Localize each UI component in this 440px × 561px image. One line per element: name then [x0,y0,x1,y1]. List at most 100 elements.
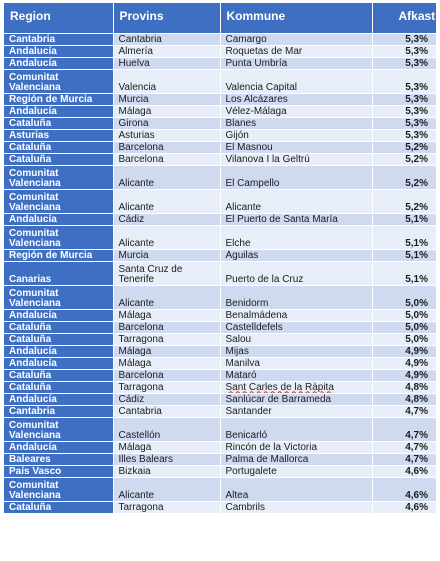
afkast-cell-text: 5,1% [405,237,428,249]
afkast-cell-text: 4,7% [405,441,428,453]
provins-cell: Alicante [113,224,221,249]
kommune-cell-text: Palma de Mallorca [225,453,309,465]
region-cell: Andalucía [4,440,114,453]
afkast-cell: 4,7% [372,452,436,465]
kommune-cell-text: Manilva [225,357,260,369]
provins-cell: Tarragona [113,332,221,345]
afkast-cell: 5,3% [372,44,436,57]
afkast-cell: 5,3% [372,68,436,93]
kommune-cell-text: Mataró [225,369,257,381]
region-cell: Cantabria [4,32,114,45]
provins-cell-text: Murcia [118,249,149,261]
afkast-cell-text: 5,3% [405,129,428,141]
kommune-cell: Punta Umbría [220,56,373,69]
table-row: Cantabria Cantabria Santander 4,7% [4,404,436,417]
table-row: Andalucía Málaga Vélez-Málaga 5,3% [4,104,436,117]
kommune-cell: Los Alcázares [220,92,373,105]
region-cell: Cataluña [4,116,114,129]
provins-cell-text: Tarragona [118,501,164,513]
header-row: Region Provins Kommune Afkast [4,3,436,33]
afkast-cell: 5,2% [372,152,436,165]
kommune-cell-text: Punta Umbría [225,57,288,69]
afkast-cell-text: 5,3% [405,81,428,93]
provins-cell-text: Cantabria [118,405,162,417]
provins-cell-text: Illes Balears [118,453,173,465]
kommune-cell: Sant Carles de la Ràpita [220,380,373,393]
table-row: Comunitat Valenciana Alicante Benidorm 5,0% [4,284,436,309]
region-cell-text: Baleares [9,453,51,465]
header-region: Region [4,3,114,33]
afkast-cell: 5,2% [372,140,436,153]
kommune-cell-text: El Campello [225,177,280,189]
table-body: Cantabria Cantabria Camargo 5,3% Andalucía Al… [4,32,436,513]
provins-cell-text: Cádiz [118,393,145,405]
table-header: Region Provins Kommune Afkast [4,3,436,33]
afkast-cell-text: 5,3% [405,105,428,117]
afkast-cell-text: 5,1% [405,273,428,285]
table-row: Andalucía Málaga Manilva 4,9% [4,356,436,369]
afkast-cell-text: 5,0% [405,333,428,345]
table-row: Canarias Santa Cruz de Tenerife Puerto de … [4,260,436,285]
region-cell-text: Cataluña [9,501,52,513]
region-cell-text: Canarias [9,273,52,285]
region-cell: Comunitat Valenciana [4,224,114,249]
region-cell-text: Región de Murcia [9,249,93,261]
kommune-cell: El Puerto de Santa María [220,212,373,225]
afkast-cell-text: 5,3% [405,117,428,129]
afkast-cell: 4,9% [372,368,436,381]
kommune-cell-text: Los Alcázares [225,93,288,105]
table-row: Andalucía Málaga Mijas 4,9% [4,344,436,357]
kommune-cell-text: Rincón de la Victoria [225,441,318,453]
kommune-cell: Castelldefels [220,320,373,333]
table-row: Comunitat Valenciana Alicante Altea 4,6% [4,476,436,501]
provins-cell-text: Barcelona [118,321,164,333]
afkast-cell-text: 5,3% [405,33,428,45]
kommune-cell: Puerto de la Cruz [220,260,373,285]
region-cell-text: Cataluña [9,321,52,333]
region-cell: Cataluña [4,140,114,153]
afkast-cell-text: 4,9% [405,345,428,357]
provins-cell-text: Alicante [118,177,155,189]
region-cell-text: Andalucía [9,213,57,225]
region-cell: Cataluña [4,332,114,345]
region-cell-text: Cataluña [9,153,52,165]
table-row: Cataluña Barcelona Mataró 4,9% [4,368,436,381]
afkast-cell: 4,7% [372,416,436,441]
provins-cell: Tarragona [113,500,221,513]
kommune-cell-text: Cambrils [225,501,265,513]
afkast-cell-text: 5,3% [405,93,428,105]
afkast-cell: 5,0% [372,332,436,345]
afkast-cell-text: 4,7% [405,405,428,417]
region-cell-text: Andalucía [9,45,57,57]
kommune-cell-text: Alicante [225,201,262,213]
region-cell: Andalucía [4,44,114,57]
region-cell-text: Andalucía [9,393,57,405]
region-cell: Comunitat Valenciana [4,284,114,309]
afkast-cell: 4,7% [372,440,436,453]
kommune-cell-text: Roquetas de Mar [225,45,303,57]
region-cell: Andalucía [4,356,114,369]
region-cell-text: Comunitat Valenciana [9,167,61,189]
region-cell: Cataluña [4,320,114,333]
table-row: Comunitat Valenciana Valencia Valencia Ca… [4,68,436,93]
provins-cell-text: Málaga [118,441,152,453]
kommune-cell-text: El Masnou [225,141,273,153]
afkast-cell: 4,6% [372,464,436,477]
provins-cell-text: Alicante [118,489,155,501]
table-row: Andalucía Cádiz Sanlúcar de Barrameda 4,8% [4,392,436,405]
region-cell-text: Cataluña [9,117,52,129]
kommune-cell: Mijas [220,344,373,357]
kommune-cell: Sanlúcar de Barrameda [220,392,373,405]
provins-cell: Málaga [113,308,221,321]
provins-cell: Valencia [113,68,221,93]
kommune-cell: Gijón [220,128,373,141]
kommune-cell-text: Portugalete [225,465,277,477]
table-row: Región de Murcia Murcia Águilas 5,1% [4,248,436,261]
provins-cell: Alicante [113,188,221,213]
table-row: Andalucía Huelva Punta Umbría 5,3% [4,56,436,69]
table-row: Cataluña Barcelona Castelldefels 5,0% [4,320,436,333]
kommune-cell-text: Camargo [225,33,267,45]
afkast-cell: 5,1% [372,212,436,225]
header-afkast: Afkast [372,3,436,33]
afkast-cell: 4,6% [372,476,436,501]
